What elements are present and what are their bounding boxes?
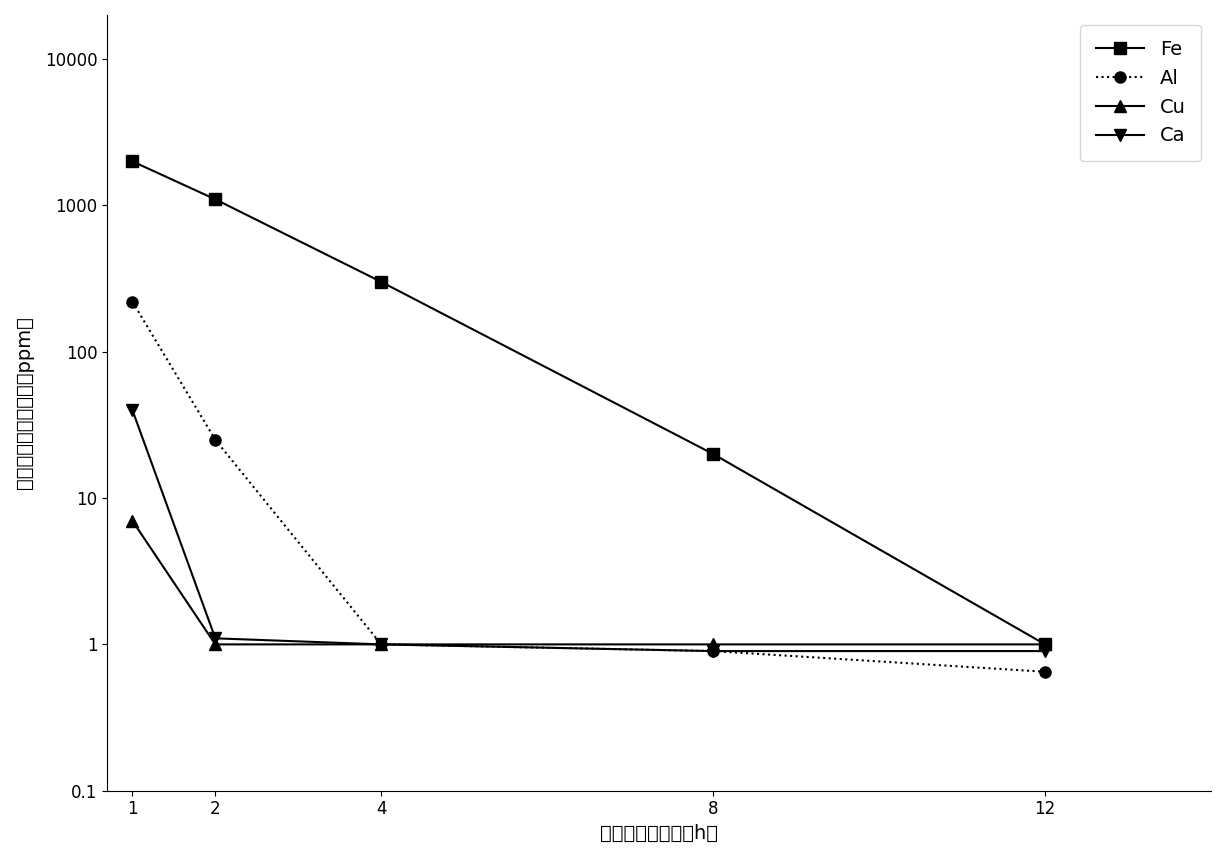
X-axis label: 气固体反应时间（h）: 气固体反应时间（h）	[601, 824, 718, 843]
Legend: Fe, Al, Cu, Ca: Fe, Al, Cu, Ca	[1080, 25, 1201, 161]
Cu	[374, 639, 389, 650]
Ca	[208, 633, 223, 644]
Line: Cu: Cu	[126, 515, 1051, 650]
Y-axis label: 硅中杂质元素的含量（ppm）: 硅中杂质元素的含量（ppm）	[15, 317, 34, 489]
Al	[706, 646, 721, 656]
Al	[374, 639, 389, 650]
Fe	[125, 156, 140, 166]
Fe	[208, 194, 223, 204]
Ca	[706, 646, 721, 656]
Line: Al: Al	[126, 296, 1051, 677]
Fe	[374, 277, 389, 287]
Al	[208, 435, 223, 445]
Cu	[706, 639, 721, 650]
Al	[1037, 667, 1052, 677]
Fe	[1037, 639, 1052, 650]
Line: Ca: Ca	[126, 404, 1051, 656]
Ca	[1037, 646, 1052, 656]
Al	[125, 297, 140, 307]
Ca	[374, 639, 389, 650]
Cu	[1037, 639, 1052, 650]
Fe	[706, 449, 721, 459]
Cu	[125, 516, 140, 526]
Ca	[125, 405, 140, 415]
Cu	[208, 639, 223, 650]
Line: Fe: Fe	[126, 156, 1051, 650]
